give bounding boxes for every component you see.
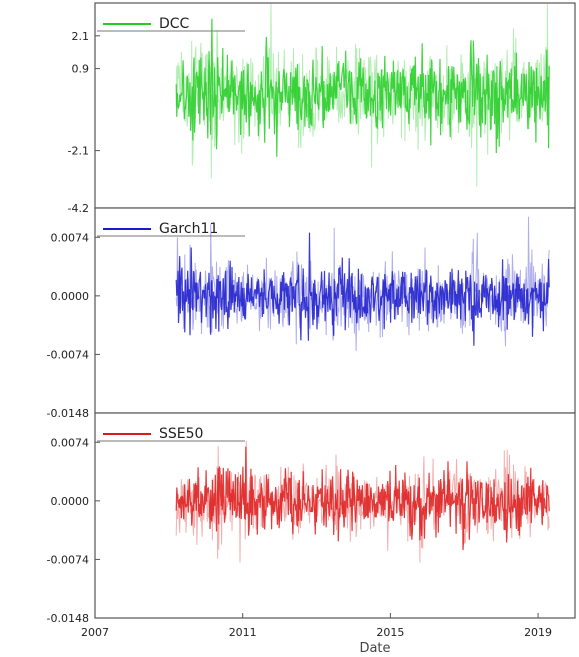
legend-label: SSE50 <box>159 426 203 442</box>
y-tick-label: 2.1 <box>72 30 90 43</box>
series-line-dcc <box>175 18 550 157</box>
x-tick-label: 2011 <box>229 626 257 639</box>
x-tick-label: 2007 <box>81 626 109 639</box>
y-tick-label: 0.0000 <box>51 290 90 303</box>
legend-label: Garch11 <box>159 221 218 237</box>
y-tick-label: -2.1 <box>68 145 89 158</box>
x-axis: 2007 2011 2015 2019 Date <box>81 613 552 656</box>
panel-dcc: 2.1 0.9 -2.1 -4.2 DCC <box>68 2 576 215</box>
series-line-dcc-shadow <box>175 3 550 187</box>
y-tick-label: 0.9 <box>72 63 90 76</box>
y-tick-label: -0.0074 <box>47 348 89 361</box>
series-line-sse50 <box>175 446 550 551</box>
panel-sse50: 0.0074 0.0000 -0.0074 -0.0148 SSE50 <box>47 412 576 625</box>
y-tick-label: 0.0074 <box>51 436 90 449</box>
x-axis-label: Date <box>359 641 390 656</box>
series-line-garch11 <box>175 232 550 346</box>
x-tick-label: 2015 <box>376 626 404 639</box>
y-tick-label: -4.2 <box>68 202 89 215</box>
y-tick-label: -0.0148 <box>47 407 89 420</box>
x-tick-label: 2019 <box>524 626 552 639</box>
y-tick-label: -0.0148 <box>47 612 89 625</box>
y-tick-label: -0.0074 <box>47 553 89 566</box>
panel-garch11: 0.0074 0.0000 -0.0074 -0.0148 Garch11 <box>47 207 576 420</box>
y-tick-label: 0.0074 <box>51 231 90 244</box>
legend-label: DCC <box>159 16 190 32</box>
plot-frame <box>94 207 576 414</box>
y-tick-label: 0.0000 <box>51 495 90 508</box>
